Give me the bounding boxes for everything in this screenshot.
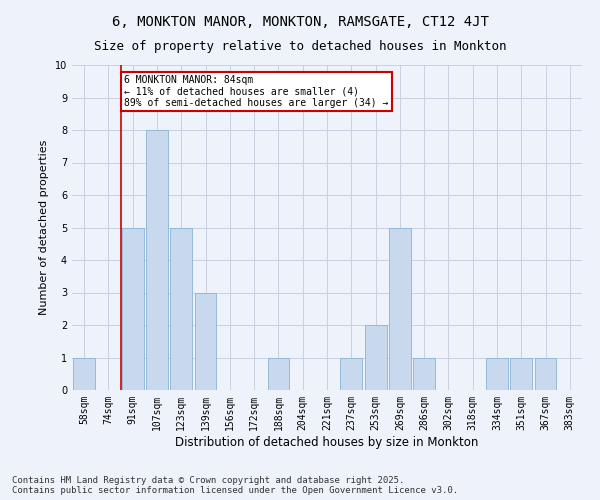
Bar bbox=[511, 358, 532, 390]
Text: Contains HM Land Registry data © Crown copyright and database right 2025.
Contai: Contains HM Land Registry data © Crown c… bbox=[12, 476, 458, 495]
Bar bbox=[146, 130, 168, 390]
Bar bbox=[122, 228, 143, 390]
Bar bbox=[194, 292, 217, 390]
Bar bbox=[389, 228, 411, 390]
Text: 6, MONKTON MANOR, MONKTON, RAMSGATE, CT12 4JT: 6, MONKTON MANOR, MONKTON, RAMSGATE, CT1… bbox=[112, 15, 488, 29]
Text: 6 MONKTON MANOR: 84sqm
← 11% of detached houses are smaller (4)
89% of semi-deta: 6 MONKTON MANOR: 84sqm ← 11% of detached… bbox=[124, 74, 389, 108]
Text: Size of property relative to detached houses in Monkton: Size of property relative to detached ho… bbox=[94, 40, 506, 53]
Bar bbox=[170, 228, 192, 390]
Bar bbox=[486, 358, 508, 390]
Bar bbox=[268, 358, 289, 390]
Bar bbox=[340, 358, 362, 390]
Y-axis label: Number of detached properties: Number of detached properties bbox=[40, 140, 49, 315]
Bar bbox=[413, 358, 435, 390]
Bar bbox=[365, 325, 386, 390]
Bar bbox=[73, 358, 95, 390]
X-axis label: Distribution of detached houses by size in Monkton: Distribution of detached houses by size … bbox=[175, 436, 479, 448]
Bar bbox=[535, 358, 556, 390]
